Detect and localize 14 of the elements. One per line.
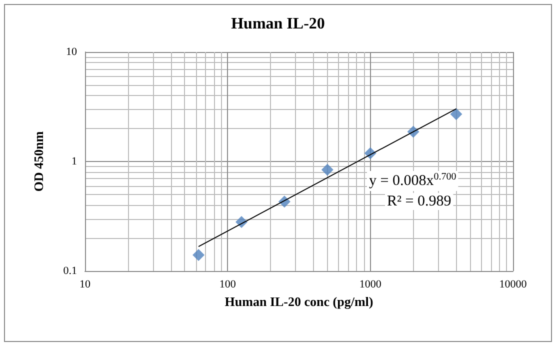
y-axis-title: OD 450nm [31, 131, 46, 192]
chart-title: Human IL-20 [231, 16, 325, 32]
x-tick-label: 1000 [359, 278, 382, 290]
y-tick-label: 0.1 [63, 265, 77, 277]
point [321, 164, 334, 176]
x-tick-label: 10 [80, 278, 91, 290]
point [450, 108, 462, 120]
y-tick-label: 10 [66, 46, 78, 58]
point [192, 249, 205, 261]
x-tick-label: 10000 [499, 278, 528, 290]
x-axis-title: Human IL-20 conc (pg/ml) [224, 294, 374, 309]
annotation: R² = 0.989 [387, 194, 452, 210]
x-tick-label: 100 [219, 278, 236, 290]
y-tick-label: 1 [72, 156, 77, 168]
